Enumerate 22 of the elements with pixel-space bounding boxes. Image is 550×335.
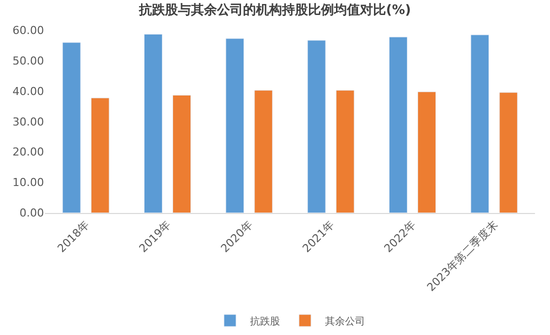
legend-label: 其余公司 [325, 315, 365, 328]
bar [499, 92, 518, 213]
y-tick-label: 50.00 [12, 54, 44, 68]
bar [336, 90, 354, 213]
bar [388, 36, 408, 213]
bar [226, 38, 244, 213]
y-tick-label: 40.00 [12, 84, 44, 98]
bar [144, 34, 162, 213]
bar [418, 92, 436, 213]
y-tick-label: 0.00 [20, 206, 44, 220]
chart-title: 抗跌股与其余公司的机构持股比例均值对比(%) [138, 2, 411, 18]
bar [254, 90, 273, 213]
bar [62, 42, 81, 213]
y-tick-label: 10.00 [12, 176, 44, 190]
y-tick-label: 20.00 [12, 146, 44, 159]
y-tick-label: 60.00 [12, 24, 44, 37]
bar [172, 94, 192, 213]
bar [90, 98, 110, 213]
bar [307, 40, 326, 213]
bar [470, 34, 490, 213]
y-tick-label: 30.00 [12, 115, 44, 128]
legend-label: 抗跌股 [250, 315, 280, 328]
